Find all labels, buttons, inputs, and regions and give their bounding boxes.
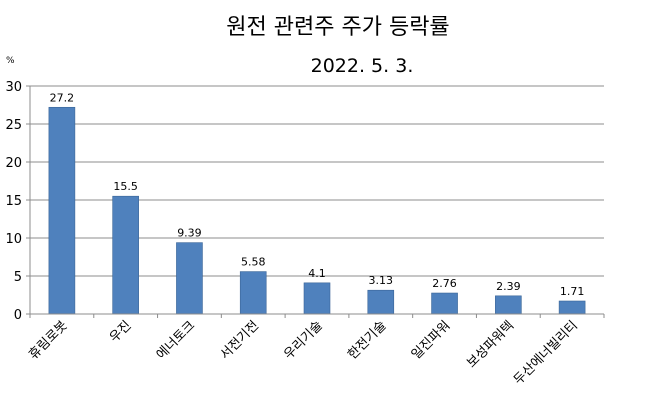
y-axis-ticks: 0 5 10 15 20 25 30 [5, 80, 30, 323]
data-label: 2.39 [496, 280, 521, 293]
category-label: 휴림로봇 [26, 318, 70, 362]
bar [239, 271, 267, 315]
category-label: 우리기술 [281, 318, 325, 362]
y-tick-label: 15 [5, 194, 22, 209]
data-label: 9.39 [177, 227, 202, 240]
data-label: 1.71 [560, 285, 585, 298]
data-label: 2.76 [432, 277, 457, 290]
bar [303, 282, 331, 315]
unit-label: % [6, 56, 15, 66]
chart-subtitle: 2022. 5. 3. [311, 55, 414, 77]
category-label: 보성파워텍 [464, 318, 517, 371]
data-label: 3.13 [369, 274, 394, 287]
data-labels: 27.2 15.5 9.39 5.58 4.1 3.13 2.76 2.39 1.71 [50, 91, 585, 298]
y-tick-label: 30 [5, 80, 22, 95]
data-label: 5.58 [241, 256, 266, 269]
y-tick-label: 10 [5, 232, 22, 247]
category-label: 서전기전 [218, 318, 262, 362]
bars [48, 106, 586, 315]
data-label: 4.1 [308, 267, 326, 280]
y-tick-label: 20 [5, 156, 22, 171]
bar [367, 289, 395, 315]
chart-title: 원전 관련주 주가 등락률 [226, 15, 449, 40]
data-label: 27.2 [50, 91, 75, 104]
bar [431, 292, 458, 315]
bar [176, 242, 203, 315]
bar [112, 195, 139, 315]
category-label: 우진 [107, 318, 135, 346]
y-tick-label: 25 [5, 118, 22, 133]
category-label: 에너토크 [154, 318, 198, 362]
bar [495, 295, 522, 315]
bar [558, 300, 586, 315]
y-tick-label: 5 [14, 270, 22, 285]
y-tick-label: 0 [14, 308, 22, 323]
category-label: 일진파워 [409, 318, 453, 362]
category-label: 두산에너빌리티 [511, 318, 581, 388]
bar [48, 106, 76, 315]
category-label: 한전기술 [345, 318, 389, 362]
data-label: 15.5 [113, 180, 138, 193]
